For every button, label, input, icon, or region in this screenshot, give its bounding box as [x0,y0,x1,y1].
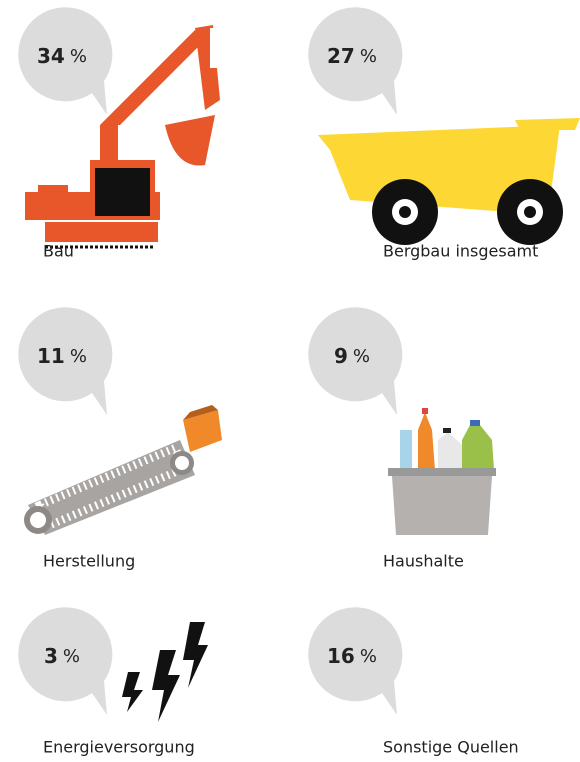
category-label: Herstellung [43,552,135,571]
speech-bubble [308,307,403,415]
category-label: Energieversorgung [43,738,195,757]
percentage-unit: % [63,646,80,667]
percentage: 34% [37,44,87,68]
percentage-value: 16 [327,644,355,668]
percentage: 27% [327,44,377,68]
category-label: Sonstige Quellen [383,738,519,757]
percentage-unit: % [360,646,377,667]
percentage: 9% [334,344,370,368]
speech-bubble [18,307,113,415]
percentage-value: 11 [37,344,65,368]
lightning-icon [122,622,208,722]
truck-icon [318,118,580,245]
percentage-unit: % [70,346,87,367]
speech-bubble [18,7,113,115]
speech-bubble [308,607,403,715]
speech-bubble [308,7,403,115]
category-label: Bau [43,242,74,261]
percentage: 3% [44,644,80,668]
category-label: Haushalte [383,552,464,571]
percentage-unit: % [70,46,87,67]
household-icon [388,408,496,535]
percentage-value: 27 [327,44,355,68]
conveyor-icon [24,405,222,535]
percentage-unit: % [353,346,370,367]
percentage-value: 3 [44,644,58,668]
percentage-unit: % [360,46,377,67]
percentage-value: 34 [37,44,65,68]
percentage: 11% [37,344,87,368]
excavator-window [95,168,150,216]
speech-bubble [18,607,113,715]
percentage-value: 9 [334,344,348,368]
category-label: Bergbau insgesamt [383,242,538,261]
percentage: 16% [327,644,377,668]
